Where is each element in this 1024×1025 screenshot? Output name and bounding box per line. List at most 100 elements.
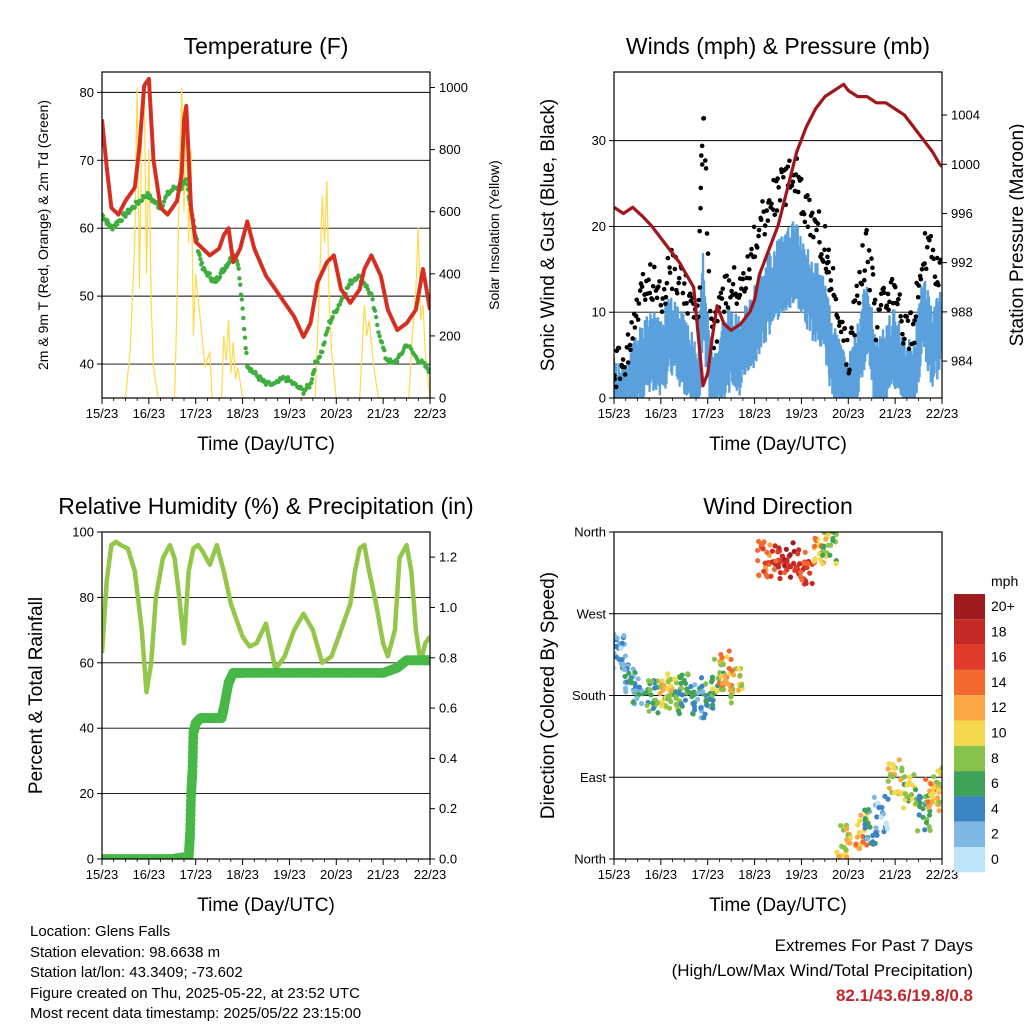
direction-point — [726, 648, 732, 654]
gust-point — [701, 115, 707, 121]
elevation-text: Station elevation: 98.6638 m — [30, 943, 221, 961]
direction-point — [773, 558, 779, 564]
gust-point — [633, 313, 639, 319]
gust-point — [718, 290, 724, 296]
direction-point — [796, 547, 802, 553]
gust-point — [636, 301, 642, 306]
gust-point — [707, 308, 713, 314]
y-tick-label: 60 — [80, 221, 94, 236]
colorbar-label: 20+ — [991, 598, 1015, 614]
x-axis-label: Time (Day/UTC) — [709, 434, 847, 455]
gust-point — [878, 302, 884, 308]
direction-point — [678, 680, 684, 687]
direction-point — [943, 773, 948, 778]
gust-point — [625, 360, 631, 365]
gust-point — [931, 256, 937, 262]
direction-point — [622, 673, 628, 679]
direction-point — [731, 672, 737, 678]
direction-point — [898, 777, 904, 783]
direction-point — [679, 672, 685, 678]
direction-point — [636, 684, 642, 690]
direction-point — [904, 782, 910, 788]
x-tick-label: 16/23 — [133, 406, 166, 421]
direction-point — [899, 768, 905, 774]
x-tick-label: 20/23 — [320, 867, 353, 882]
dewpoint-point — [238, 282, 243, 287]
direction-point — [662, 703, 669, 709]
dewpoint-point — [382, 347, 387, 353]
gust-point — [765, 218, 771, 223]
direction-point — [675, 708, 682, 714]
gust-point — [923, 266, 929, 272]
direction-point — [685, 671, 691, 677]
gust-point — [614, 373, 617, 378]
direction-point — [874, 800, 881, 806]
gust-point — [835, 315, 841, 320]
colorbar-swatch — [954, 619, 985, 645]
direction-point — [844, 837, 850, 843]
gust-point — [877, 307, 882, 312]
y2-tick-label: 988 — [951, 304, 973, 319]
y-axis-label: Sonic Wind & Gust (Blue, Black) — [538, 99, 559, 371]
gust-point — [703, 166, 709, 171]
direction-point — [940, 784, 942, 790]
gust-point — [854, 283, 859, 289]
gust-point — [664, 280, 670, 286]
direction-point — [710, 705, 716, 711]
dewpoint-point — [239, 297, 244, 302]
colorbar-label: 6 — [991, 775, 999, 791]
created-text: Figure created on Thu, 2025-05-22, at 23… — [30, 984, 360, 1002]
direction-point — [944, 783, 949, 788]
y-tick-label: 20 — [80, 786, 94, 801]
direction-point — [691, 691, 697, 698]
gust-point — [622, 364, 627, 370]
direction-point — [926, 824, 932, 830]
direction-point — [790, 560, 797, 566]
dewpoint-point — [364, 283, 369, 289]
chart-title: Temperature (F) — [184, 33, 349, 59]
dewpoint-point — [235, 262, 241, 268]
x-tick-label: 19/23 — [785, 406, 818, 421]
direction-point — [811, 543, 818, 549]
extremes-values: 82.1/43.6/19.8/0.8 — [835, 986, 973, 1005]
x-tick-label: 21/23 — [879, 867, 912, 882]
gust-point — [687, 291, 693, 297]
direction-point — [728, 692, 734, 698]
direction-point — [666, 705, 673, 711]
direction-point — [922, 827, 928, 833]
gust-point — [910, 321, 916, 327]
direction-point — [830, 537, 836, 544]
gust-point — [628, 347, 633, 353]
gust-point — [870, 272, 876, 277]
x-axis-label: Time (Day/UTC) — [197, 895, 335, 916]
gust-point — [805, 193, 810, 198]
x-tick-label: 15/23 — [598, 867, 631, 882]
direction-point — [754, 547, 761, 553]
direction-point — [686, 689, 693, 695]
dewpoint-point — [325, 326, 331, 331]
x-tick-label: 16/23 — [645, 406, 678, 421]
x-tick-label: 20/23 — [320, 406, 353, 421]
y2-axis-label: Solar Insolation (Yellow) — [486, 160, 502, 310]
direction-point — [779, 553, 785, 559]
temp-2m-line — [102, 76, 430, 339]
gust-point — [661, 286, 667, 292]
direction-point — [864, 836, 870, 842]
gust-point — [766, 198, 772, 203]
gust-point — [847, 367, 852, 373]
gust-point — [821, 259, 826, 264]
direction-point — [943, 791, 948, 796]
direction-point — [881, 829, 887, 835]
y-tick-label: 60 — [80, 655, 94, 670]
dewpoint-point — [335, 307, 340, 312]
direction-point — [672, 676, 678, 682]
gust-point — [908, 310, 914, 315]
direction-point — [691, 703, 698, 710]
gust-point — [865, 259, 871, 265]
direction-point — [709, 677, 715, 683]
y-tick-label: 20 — [592, 219, 606, 234]
gust-point — [676, 275, 682, 281]
gust-point — [864, 227, 869, 233]
direction-point — [900, 805, 907, 811]
direction-point — [635, 676, 641, 682]
